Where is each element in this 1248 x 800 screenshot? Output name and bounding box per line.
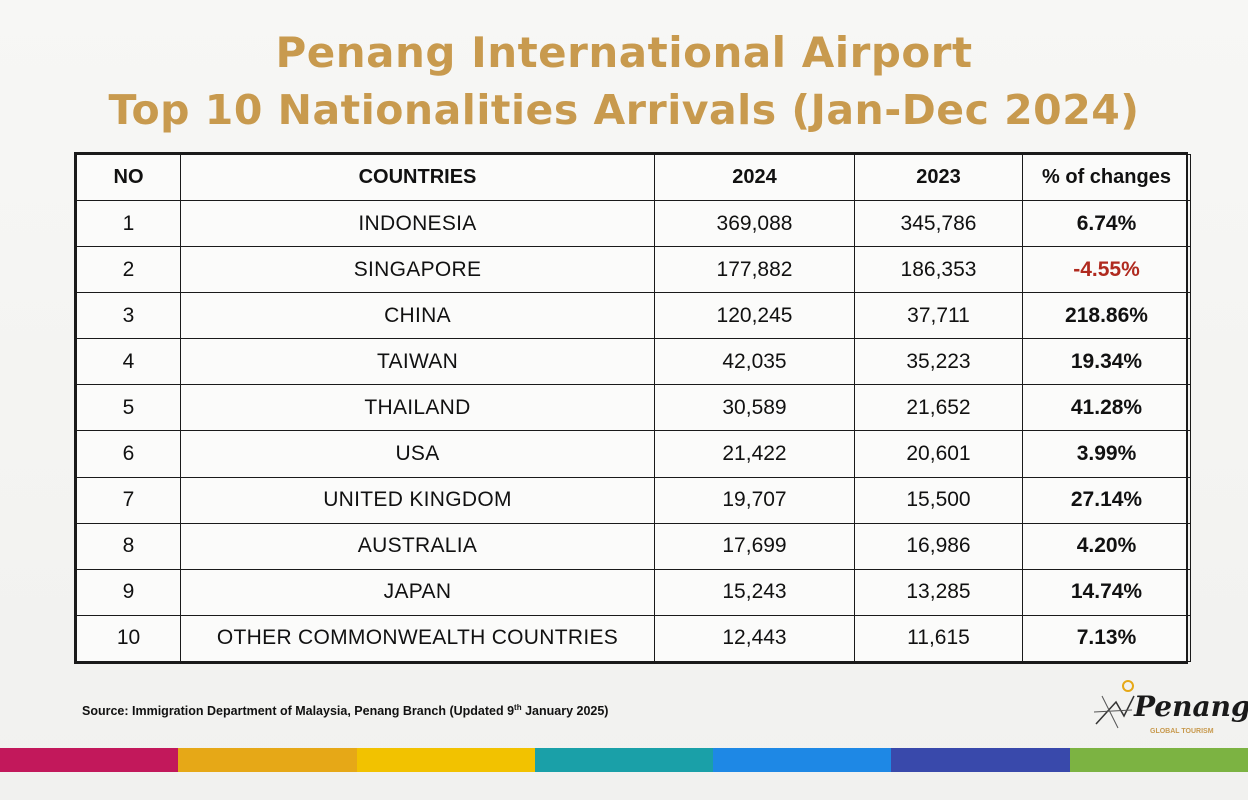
arrivals-table: NO COUNTRIES 2024 2023 % of changes 1 IND… bbox=[74, 152, 1191, 664]
cell-country: USA bbox=[180, 430, 655, 478]
cell-country: TAIWAN bbox=[180, 338, 655, 386]
table-row: 9 JAPAN 15,243 13,285 14.74% bbox=[76, 568, 1191, 616]
cell-country: SINGAPORE bbox=[180, 246, 655, 294]
cell-change: 19.34% bbox=[1022, 338, 1191, 386]
cell-2024: 30,589 bbox=[654, 384, 855, 432]
title-line-2: Top 10 Nationalities Arrivals (Jan-Dec 2… bbox=[108, 86, 1140, 134]
table-row: 2 SINGAPORE 177,882 186,353 -4.55% bbox=[76, 246, 1191, 294]
source-note: Source: Immigration Department of Malays… bbox=[82, 703, 608, 718]
stripe-segment bbox=[178, 748, 357, 772]
logo-subtitle: GLOBAL TOURISM bbox=[1150, 728, 1214, 735]
cell-no: 6 bbox=[76, 430, 181, 478]
stripe-segment bbox=[713, 748, 892, 772]
title-line-1: Penang International Airport bbox=[275, 28, 973, 77]
table-body: 1 INDONESIA 369,088 345,786 6.74% 2 SINGAPORE 1… bbox=[76, 199, 1191, 663]
cell-2023: 21,652 bbox=[854, 384, 1023, 432]
cell-2023: 345,786 bbox=[854, 199, 1023, 248]
cell-2023: 35,223 bbox=[854, 338, 1023, 386]
cell-country: CHINA bbox=[180, 292, 655, 340]
table-row: 3 CHINA 120,245 37,711 218.86% bbox=[76, 292, 1191, 340]
cell-2024: 21,422 bbox=[654, 430, 855, 478]
table-row: 4 TAIWAN 42,035 35,223 19.34% bbox=[76, 338, 1191, 386]
cell-change: 4.20% bbox=[1022, 522, 1191, 570]
cell-no: 5 bbox=[76, 384, 181, 432]
cell-change: 7.13% bbox=[1022, 614, 1191, 663]
cell-no: 10 bbox=[76, 614, 181, 663]
header-2023: 2023 bbox=[854, 154, 1023, 201]
cell-2024: 120,245 bbox=[654, 292, 855, 340]
header-change: % of changes bbox=[1022, 154, 1191, 201]
table-row: 1 INDONESIA 369,088 345,786 6.74% bbox=[76, 199, 1191, 248]
penang-logo-icon bbox=[1093, 680, 1135, 729]
stripe-segment bbox=[356, 748, 535, 772]
header-2024: 2024 bbox=[654, 154, 855, 201]
cell-2023: 13,285 bbox=[854, 568, 1023, 616]
cell-country: OTHER COMMONWEALTH COUNTRIES bbox=[180, 614, 655, 663]
cell-2024: 369,088 bbox=[654, 199, 855, 248]
header-no: NO bbox=[76, 154, 181, 201]
stripe-segment bbox=[0, 748, 179, 772]
cell-country: THAILAND bbox=[180, 384, 655, 432]
cell-no: 8 bbox=[76, 522, 181, 570]
cell-2023: 37,711 bbox=[854, 292, 1023, 340]
cell-country: INDONESIA bbox=[180, 199, 655, 248]
cell-country: UNITED KINGDOM bbox=[180, 476, 655, 524]
cell-no: 1 bbox=[76, 199, 181, 248]
color-stripe bbox=[0, 748, 1248, 772]
cell-2023: 11,615 bbox=[854, 614, 1023, 663]
source-suffix: January 2025) bbox=[525, 704, 609, 719]
cell-change: 218.86% bbox=[1022, 292, 1191, 340]
stripe-segment bbox=[1069, 748, 1248, 772]
cell-2024: 177,882 bbox=[654, 246, 855, 294]
cell-country: AUSTRALIA bbox=[180, 522, 655, 570]
cell-2024: 12,443 bbox=[654, 614, 855, 663]
source-sup: th bbox=[514, 703, 522, 712]
table-row: 8 AUSTRALIA 17,699 16,986 4.20% bbox=[76, 522, 1191, 570]
cell-no: 2 bbox=[76, 246, 181, 294]
table-row: 10 OTHER COMMONWEALTH COUNTRIES 12,443 11,6… bbox=[76, 614, 1191, 663]
cell-change: 6.74% bbox=[1022, 199, 1191, 248]
cell-2023: 15,500 bbox=[854, 476, 1023, 524]
cell-change: -4.55% bbox=[1022, 246, 1191, 294]
cell-2024: 17,699 bbox=[654, 522, 855, 570]
table-row: 5 THAILAND 30,589 21,652 41.28% bbox=[76, 384, 1191, 432]
cell-2023: 186,353 bbox=[854, 246, 1023, 294]
cell-no: 9 bbox=[76, 568, 181, 616]
table-row: 6 USA 21,422 20,601 3.99% bbox=[76, 430, 1191, 478]
cell-change: 41.28% bbox=[1022, 384, 1191, 432]
cell-change: 14.74% bbox=[1022, 568, 1191, 616]
cell-no: 3 bbox=[76, 292, 181, 340]
cell-change: 27.14% bbox=[1022, 476, 1191, 524]
cell-country: JAPAN bbox=[180, 568, 655, 616]
table-row: 7 UNITED KINGDOM 19,707 15,500 27.14% bbox=[76, 476, 1191, 524]
cell-change: 3.99% bbox=[1022, 430, 1191, 478]
cell-2024: 42,035 bbox=[654, 338, 855, 386]
cell-2023: 20,601 bbox=[854, 430, 1023, 478]
cell-2023: 16,986 bbox=[854, 522, 1023, 570]
cell-2024: 15,243 bbox=[654, 568, 855, 616]
stripe-segment bbox=[534, 748, 714, 772]
cell-no: 4 bbox=[76, 338, 181, 386]
source-prefix: Source: Immigration Department of Malays… bbox=[82, 704, 515, 719]
logo-wordmark: Penang bbox=[1134, 690, 1248, 723]
stripe-segment bbox=[891, 748, 1070, 772]
cell-no: 7 bbox=[76, 476, 181, 524]
cell-2024: 19,707 bbox=[654, 476, 855, 524]
table-header-row: NO COUNTRIES 2024 2023 % of changes bbox=[76, 154, 1191, 201]
header-countries: COUNTRIES bbox=[180, 154, 655, 201]
